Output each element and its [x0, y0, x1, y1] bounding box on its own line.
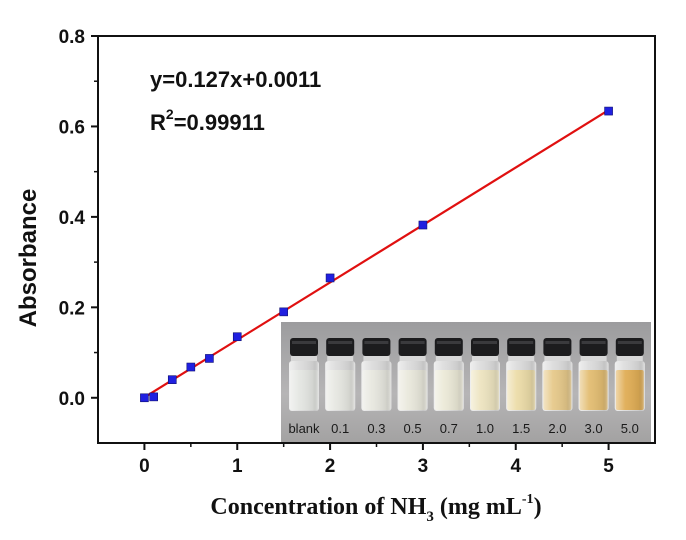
- vial-neck: [291, 356, 317, 361]
- vial-neck: [435, 356, 462, 361]
- data-point: [167, 375, 177, 384]
- vial-glass-shine: [325, 361, 356, 411]
- vial-neck: [580, 356, 607, 361]
- vial-neck: [544, 356, 571, 361]
- vial-neck: [508, 356, 535, 361]
- data-point: [186, 362, 196, 372]
- vial-label: 0.7: [440, 421, 458, 436]
- x-tick-label: 2: [325, 456, 336, 477]
- vial-neck: [363, 356, 390, 361]
- vial-glass-shine: [289, 361, 319, 411]
- vial-label: 5.0: [621, 421, 639, 436]
- vial: 0.1: [325, 338, 356, 436]
- vial-cap-ridge: [364, 341, 389, 344]
- data-point: [205, 354, 214, 363]
- vial-glass-shine: [542, 361, 573, 411]
- vial-label: 0.1: [331, 421, 349, 436]
- vial-cap: [507, 338, 536, 356]
- vial-cap: [362, 338, 391, 356]
- vial-cap-ridge: [509, 341, 534, 344]
- vial-neck: [399, 356, 426, 361]
- data-point: [232, 332, 242, 342]
- x-axis-label: Concentration of NH3 (mg mL-1): [210, 492, 541, 525]
- data-point: [149, 392, 158, 402]
- vial-label: 2.0: [548, 421, 566, 436]
- data-point: [279, 307, 288, 317]
- data-point: [140, 393, 149, 403]
- vial-glass-shine: [470, 361, 500, 411]
- y-tick-label: 0.0: [59, 389, 85, 410]
- vial-cap-ridge: [436, 341, 461, 344]
- x-tick-label: 1: [232, 456, 243, 477]
- y-tick-label: 0.2: [59, 298, 85, 319]
- y-tick-label: 0.6: [59, 117, 85, 138]
- fit-equation: y=0.127x+0.0011: [150, 67, 321, 92]
- vial-cap: [398, 338, 427, 356]
- vial-cap: [326, 338, 355, 356]
- x-tick-label: 3: [418, 456, 429, 477]
- vial: 0.5: [397, 338, 428, 436]
- vial-label: 1.5: [512, 421, 530, 436]
- vial-cap: [471, 338, 499, 356]
- x-tick-label: 4: [510, 456, 521, 477]
- vial-cap: [615, 338, 644, 356]
- vial-label: 1.0: [476, 421, 494, 436]
- data-point: [325, 273, 335, 283]
- data-point: [604, 106, 613, 116]
- vial-cap: [543, 338, 572, 356]
- vial-glass-shine: [578, 361, 609, 411]
- vial: 1.0: [470, 338, 500, 436]
- vial-neck: [327, 356, 354, 361]
- y-tick-label: 0.4: [59, 208, 86, 229]
- vial-label: 0.5: [404, 421, 422, 436]
- vial: 0.7: [433, 338, 464, 436]
- vial: 3.0: [578, 338, 609, 436]
- vial-cap-ridge: [581, 341, 606, 344]
- vial-cap-ridge: [473, 341, 497, 344]
- x-tick-label: 0: [139, 456, 150, 477]
- x-tick-label: 5: [603, 456, 614, 477]
- y-tick-label: 0.8: [59, 27, 85, 48]
- vial-glass-shine: [397, 361, 428, 411]
- vial-glass-shine: [433, 361, 464, 411]
- vial-cap-ridge: [545, 341, 570, 344]
- vial-glass-shine: [361, 361, 392, 411]
- vial: 0.3: [361, 338, 392, 436]
- vial: 5.0: [614, 338, 645, 436]
- vial: 1.5: [506, 338, 537, 436]
- vial-label: 3.0: [585, 421, 603, 436]
- vial-cap: [290, 338, 318, 356]
- vial-label: blank: [288, 421, 320, 436]
- r-squared: R2=0.99911: [150, 106, 265, 135]
- vial-neck: [472, 356, 498, 361]
- vial-cap: [579, 338, 608, 356]
- vial-cap-ridge: [292, 341, 316, 344]
- vial: 2.0: [542, 338, 573, 436]
- vial-cap: [434, 338, 463, 356]
- vial-cap-ridge: [400, 341, 425, 344]
- fit-line: [143, 109, 610, 399]
- vial-glass-shine: [506, 361, 537, 411]
- vial-cap-ridge: [328, 341, 353, 344]
- vial: blank: [288, 338, 320, 436]
- data-point: [418, 220, 428, 230]
- vial-glass-shine: [614, 361, 645, 411]
- vial-cap-ridge: [617, 341, 642, 344]
- vial-neck: [616, 356, 643, 361]
- vial-label: 0.3: [367, 421, 385, 436]
- vials-photo-inset: blank 0.1 0.3 0.5 0.7 1.0 1.5 2.0 3.0 5.0: [281, 322, 651, 442]
- y-axis-label: Absorbance: [15, 189, 42, 328]
